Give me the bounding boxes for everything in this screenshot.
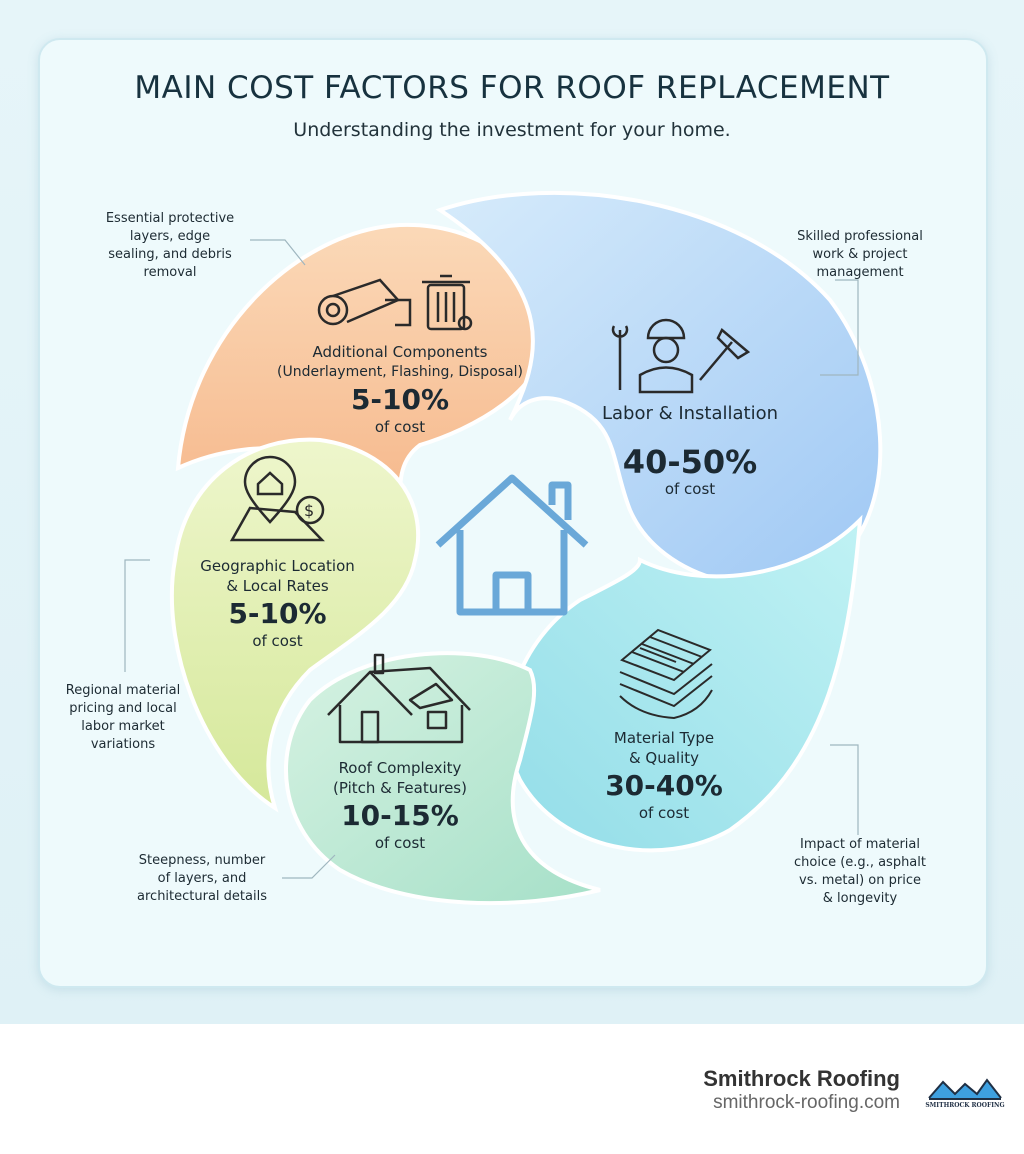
factor-subname: (Pitch & Features) — [333, 779, 467, 797]
factor-percent: 5-10% — [350, 383, 450, 416]
page-title: MAIN COST FACTORS FOR ROOF REPLACEMENT — [134, 70, 890, 106]
brand-url[interactable]: smithrock-roofing.com — [713, 1092, 900, 1113]
note-line: of layers, and — [157, 871, 247, 886]
connector-line — [820, 279, 859, 376]
note-line: work & project — [812, 247, 908, 262]
factor-geographic-location: Geographic Location & Local Rates 5-10% … — [170, 556, 385, 650]
map-pin-dollar-icon: $ — [229, 455, 325, 542]
factor-subname: & Quality — [628, 749, 700, 767]
roll-flashing-trash-icon — [317, 274, 473, 331]
connector-line — [282, 854, 336, 879]
cycle-diagram: $ — [124, 190, 883, 906]
svg-text:$: $ — [304, 501, 314, 520]
note-line: Impact of material — [799, 837, 920, 852]
footer — [0, 1024, 1024, 1154]
note-line: Skilled professional — [797, 229, 923, 244]
connector-line — [250, 239, 306, 266]
note-line: Regional material — [65, 683, 181, 698]
smithrock-logo: SMITHROCK ROOFING — [925, 1078, 1005, 1109]
note-geographic-location: Regional material pricing and local labor … — [33, 682, 213, 754]
factor-name: Material Type — [613, 729, 715, 747]
note-line: removal — [143, 265, 197, 280]
note-line: pricing and local — [69, 701, 177, 716]
page-subtitle: Understanding the investment for your ho… — [293, 119, 731, 141]
note-line: Steepness, number — [138, 853, 266, 868]
factor-percent: 30-40% — [605, 769, 723, 802]
note-line: choice (e.g., asphalt — [794, 855, 926, 870]
factor-name: Labor & Installation — [601, 403, 779, 424]
note-line: architectural details — [137, 889, 267, 904]
factor-percent: 10-15% — [341, 799, 459, 832]
factor-labor-installation: Labor & Installation 40-50% of cost — [570, 403, 810, 499]
svg-text:SMITHROCK ROOFING: SMITHROCK ROOFING — [925, 1102, 1004, 1109]
note-additional-components: Essential protective layers, edge sealing,… — [80, 210, 260, 282]
factor-subname: (Underlayment, Flashing, Disposal) — [277, 364, 523, 380]
shingle-layers-icon — [619, 628, 713, 720]
factor-of-cost: of cost — [664, 480, 716, 498]
note-roof-complexity: Steepness, number of layers, and architect… — [112, 852, 292, 906]
house-roof-icon — [327, 653, 471, 744]
factor-of-cost: of cost — [374, 834, 426, 852]
note-line: management — [816, 265, 904, 280]
factor-additional-components: Additional Components (Underlayment, Fla… — [250, 342, 550, 436]
factor-percent: 5-10% — [228, 597, 327, 630]
factor-roof-complexity: Roof Complexity (Pitch & Features) 10-15… — [300, 758, 500, 852]
note-line: labor market — [81, 719, 165, 734]
factor-of-cost: of cost — [638, 804, 690, 822]
note-line: layers, edge — [129, 229, 211, 244]
connector-line — [124, 559, 150, 672]
factor-subname: & Local Rates — [226, 577, 329, 595]
petal-geographic-location — [169, 437, 421, 813]
brand-name: Smithrock Roofing — [703, 1066, 900, 1091]
factor-of-cost: of cost — [252, 632, 303, 650]
note-line: Essential protective — [105, 211, 235, 226]
note-line: vs. metal) on price — [799, 873, 921, 888]
factor-material-type: Material Type & Quality 30-40% of cost — [564, 728, 764, 822]
factor-of-cost: of cost — [374, 418, 426, 436]
petal-roof-complexity — [284, 651, 601, 906]
factor-name: Roof Complexity — [338, 759, 462, 777]
note-line: sealing, and debris — [108, 247, 232, 262]
note-material-type: Impact of material choice (e.g., asphalt v… — [770, 836, 950, 908]
brand: Smithrock Roofing smithrock-roofing.com — [703, 1066, 900, 1114]
factor-name: Geographic Location — [200, 557, 355, 575]
note-line: variations — [90, 737, 156, 752]
note-labor-installation: Skilled professional work & project manage… — [770, 228, 950, 282]
factor-percent: 40-50% — [622, 443, 758, 481]
note-line: & longevity — [822, 891, 898, 906]
connector-line — [830, 744, 859, 835]
worker-hammer-icon — [611, 318, 751, 394]
center-house-icon — [435, 474, 589, 616]
factor-name: Additional Components — [312, 343, 488, 361]
